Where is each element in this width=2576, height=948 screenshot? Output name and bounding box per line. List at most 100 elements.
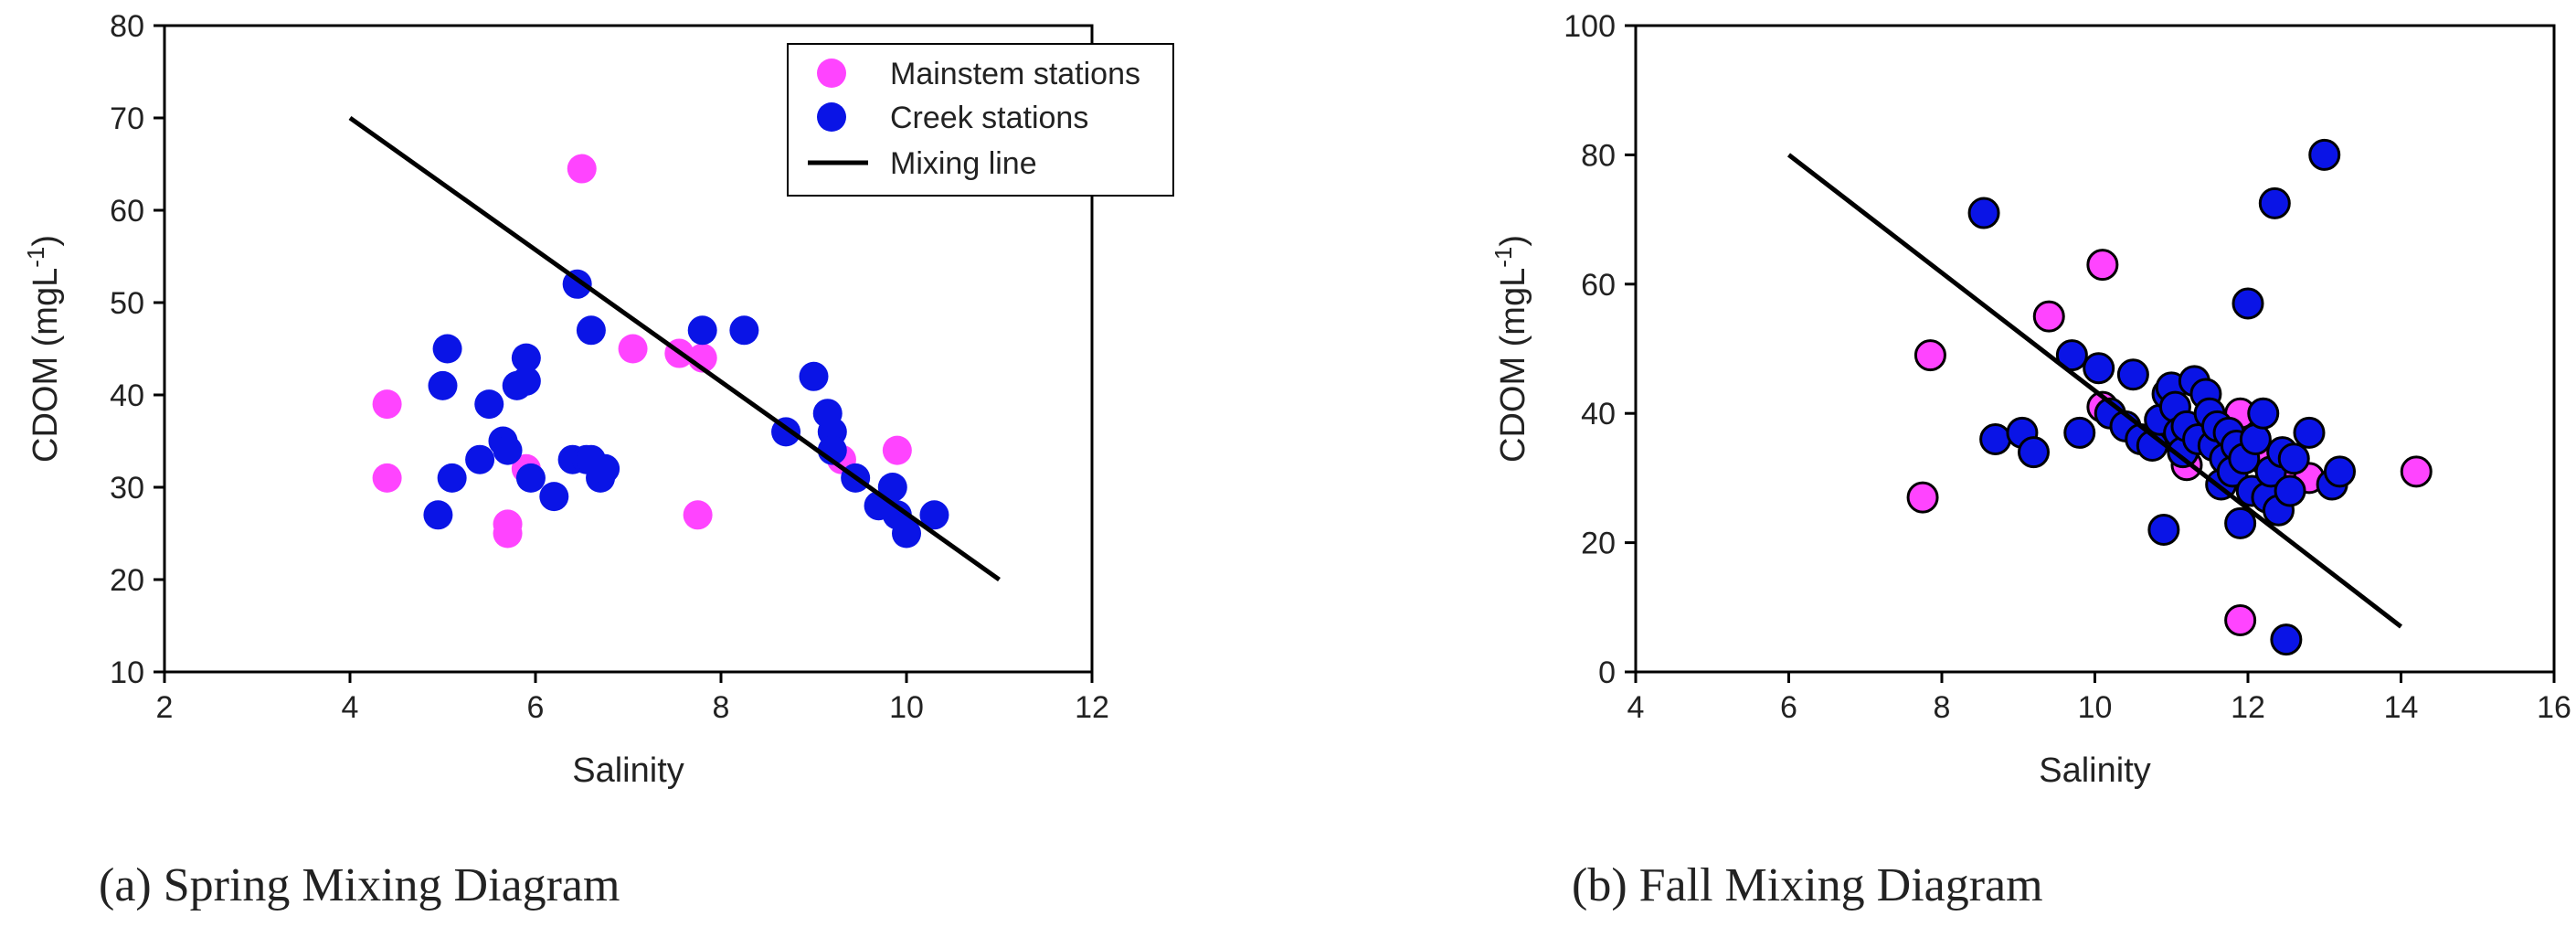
spring-chart: 2 4 6 8 10 12 10 20 30 40 50 60 70 80 Salinity CDOM (mg… xyxy=(22,9,1174,790)
fall-creek-point xyxy=(2247,397,2280,430)
fall-mainstem-point xyxy=(1906,481,1939,514)
spring-creek-point xyxy=(576,315,606,346)
fall-mainstem-point xyxy=(2224,603,2257,636)
fall-x-tick-label: 16 xyxy=(2537,690,2571,725)
fall-creek-point xyxy=(2147,513,2180,546)
fall-plot-frame xyxy=(1634,24,2556,674)
fall-y-tick-label: 80 xyxy=(1581,138,1616,173)
legend-label: Creek stations xyxy=(890,101,1088,135)
spring-creek-point xyxy=(474,389,504,420)
spring-mainstem-point xyxy=(372,389,402,420)
caption-spring: (a) Spring Mixing Diagram xyxy=(99,859,620,911)
spring-creek-point xyxy=(432,334,462,364)
fall-creek-point xyxy=(2018,436,2050,469)
fall-creek-point xyxy=(2055,339,2088,372)
spring-y-axis-label-main: CDOM (mgL xyxy=(27,268,65,463)
spring-creek-point xyxy=(515,463,546,493)
fall-mixing-line xyxy=(1786,153,2403,629)
fall-y-axis-label-suffix: ) xyxy=(1494,235,1532,247)
spring-creek-point xyxy=(437,463,467,493)
fall-x-tick-label: 4 xyxy=(1627,690,1645,725)
spring-y-axis-label-suffix: ) xyxy=(27,235,65,247)
fall-y-axis-label-main: CDOM (mgL xyxy=(1494,268,1532,463)
spring-y-tick-label: 60 xyxy=(110,194,144,229)
legend-label: Mainstem stations xyxy=(890,57,1140,91)
fall-creek-point xyxy=(2324,455,2356,488)
spring-mainstem-point xyxy=(567,154,597,184)
fall-y-axis-label-sup: -1 xyxy=(1489,247,1517,268)
spring-creek-point xyxy=(799,361,829,391)
spring-mainstem-point xyxy=(493,518,523,549)
legend-marker-creek xyxy=(817,102,846,132)
fall-mainstem-point xyxy=(2400,455,2433,488)
spring-creek-point xyxy=(877,473,907,502)
spring-creek-point xyxy=(539,482,569,512)
fall-y-tick-label: 20 xyxy=(1581,527,1616,561)
spring-y-tick-label: 70 xyxy=(110,101,144,136)
spring-x-tick-label: 8 xyxy=(713,690,730,725)
fall-x-tick-label: 6 xyxy=(1780,690,1797,725)
spring-creek-point xyxy=(892,518,921,549)
fall-mainstem-point xyxy=(2086,249,2119,282)
spring-creek-point xyxy=(428,370,458,400)
spring-creek-point xyxy=(590,453,620,484)
spring-x-tick-label: 12 xyxy=(1075,690,1109,725)
fall-chart: 4 6 8 10 12 14 16 0 20 40 60 80 100 Salinity CDOM (mgL… xyxy=(1489,9,2571,790)
spring-mainstem-point xyxy=(683,500,713,530)
fall-x-axis-label: Salinity xyxy=(2039,751,2151,790)
spring-plot-frame xyxy=(163,24,1094,674)
fall-creek-point xyxy=(2083,352,2115,385)
fall-x-tick-label: 12 xyxy=(2231,690,2265,725)
fall-creek-point xyxy=(1967,197,2000,229)
spring-creek-point xyxy=(511,343,541,373)
fall-creek-point xyxy=(2258,186,2291,219)
spring-mainstem-point xyxy=(882,435,912,465)
fall-y-tick-label: 100 xyxy=(1564,9,1616,44)
spring-x-tick-label: 6 xyxy=(527,690,545,725)
fall-creek-point xyxy=(1979,422,2012,455)
spring-y-tick-label: 50 xyxy=(110,286,144,321)
fall-y-tick-label: 60 xyxy=(1581,268,1616,303)
spring-y-axis-label-sup: -1 xyxy=(22,247,49,268)
spring-creek-point xyxy=(729,315,759,346)
legend-box xyxy=(787,43,1174,197)
spring-x-axis-label: Salinity xyxy=(572,751,684,790)
fall-creek-point xyxy=(2308,138,2341,171)
fall-mainstem-point xyxy=(2032,300,2065,333)
spring-x-tick-label: 4 xyxy=(342,690,359,725)
spring-creek-point xyxy=(423,500,453,530)
fall-y-tick-label: 40 xyxy=(1581,397,1616,431)
spring-y-axis-label: CDOM (mgL-1) xyxy=(22,235,65,463)
spring-creek-point xyxy=(493,435,523,465)
fall-x-tick-label: 10 xyxy=(2078,690,2113,725)
spring-y-tick-label: 80 xyxy=(110,9,144,44)
fall-creek-point xyxy=(2274,474,2306,507)
legend-marker-mainstem xyxy=(817,59,846,88)
spring-y-tick-label: 10 xyxy=(110,655,144,690)
spring-y-tick-label: 30 xyxy=(110,471,144,506)
fall-creek-point xyxy=(2063,416,2096,449)
caption-fall: (b) Fall Mixing Diagram xyxy=(1572,859,2043,911)
spring-mixing-line xyxy=(348,115,1001,582)
legend-label: Mixing line xyxy=(890,146,1037,181)
fall-creek-point xyxy=(2116,358,2149,391)
fall-creek-point xyxy=(2277,442,2310,475)
fall-x-tick-label: 8 xyxy=(1934,690,1951,725)
fall-mainstem-point xyxy=(1913,339,1946,372)
spring-creek-point xyxy=(465,444,495,474)
spring-creek-point xyxy=(687,315,717,346)
spring-x-tick-label: 10 xyxy=(889,690,924,725)
spring-x-tick-label: 2 xyxy=(156,690,174,725)
fall-creek-point xyxy=(2224,506,2257,539)
fall-creek-point xyxy=(2293,416,2326,449)
spring-mainstem-point xyxy=(618,334,648,364)
fall-creek-point xyxy=(2270,623,2303,656)
fall-creek-point xyxy=(2231,287,2264,320)
spring-y-tick-label: 20 xyxy=(110,563,144,598)
spring-creek-point xyxy=(511,366,541,396)
fall-y-tick-label: 0 xyxy=(1598,655,1616,690)
spring-y-tick-label: 40 xyxy=(110,378,144,413)
fall-y-axis-label: CDOM (mgL-1) xyxy=(1489,235,1532,463)
spring-mainstem-point xyxy=(372,463,402,493)
